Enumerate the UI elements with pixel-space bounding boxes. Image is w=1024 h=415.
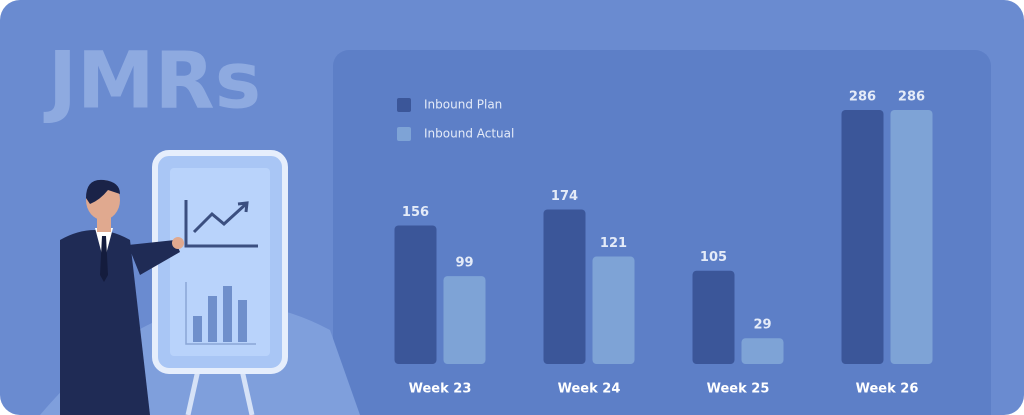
bar bbox=[692, 270, 735, 364]
x-tick-label: Week 26 bbox=[856, 382, 919, 397]
legend-swatch bbox=[397, 127, 411, 141]
value-label: 286 bbox=[849, 90, 876, 105]
value-label: 105 bbox=[700, 250, 727, 265]
bar bbox=[890, 110, 933, 364]
bar bbox=[592, 256, 635, 364]
bar bbox=[543, 209, 586, 364]
legend-label: Inbound Plan bbox=[424, 98, 502, 112]
chart-panel bbox=[333, 50, 991, 415]
bar bbox=[394, 225, 437, 364]
value-label: 29 bbox=[753, 318, 771, 333]
legend-swatch bbox=[397, 98, 411, 112]
value-label: 99 bbox=[455, 256, 473, 271]
x-tick-label: Week 25 bbox=[707, 382, 770, 397]
value-label: 286 bbox=[898, 90, 925, 105]
chart-title: JMRs bbox=[43, 36, 261, 126]
illustration bbox=[40, 150, 360, 415]
x-tick-label: Week 23 bbox=[409, 382, 472, 397]
value-label: 121 bbox=[600, 236, 627, 251]
x-tick-label: Week 24 bbox=[558, 382, 621, 397]
bar bbox=[841, 110, 884, 364]
bar bbox=[443, 276, 486, 364]
value-label: 156 bbox=[402, 205, 429, 220]
bar bbox=[741, 338, 784, 364]
value-label: 174 bbox=[551, 189, 578, 204]
legend-label: Inbound Actual bbox=[424, 127, 514, 141]
